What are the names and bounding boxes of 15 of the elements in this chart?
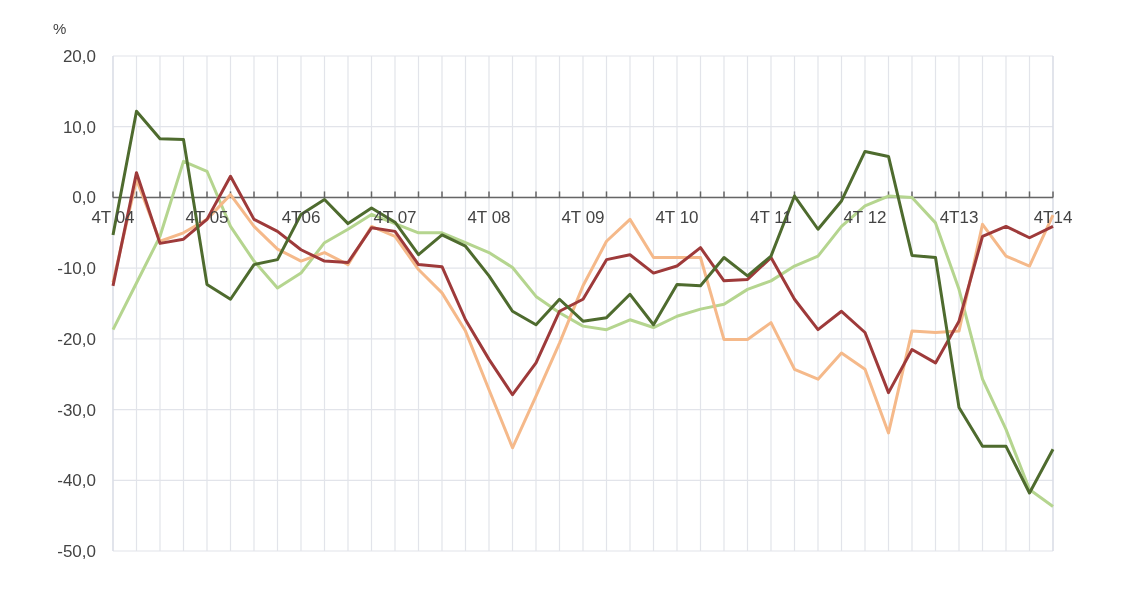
y-axis-title: % xyxy=(53,20,67,37)
y-tick-label: -30,0 xyxy=(57,400,96,420)
y-tick-label: 20,0 xyxy=(62,46,96,66)
x-tick-label: 4T 08 xyxy=(467,208,511,228)
x-tick-label: 4T 10 xyxy=(655,208,699,228)
y-tick-label: -20,0 xyxy=(57,329,96,349)
x-tick-label: 4T14 xyxy=(1033,208,1073,228)
x-tick-label: 4T 09 xyxy=(561,208,605,228)
y-tick-label: 0,0 xyxy=(72,188,96,208)
y-tick-label: -10,0 xyxy=(57,259,96,279)
x-tick-label: 4T13 xyxy=(939,208,979,228)
y-tick-label: -40,0 xyxy=(57,471,96,491)
y-tick-label: 10,0 xyxy=(62,117,96,137)
y-tick-label: -50,0 xyxy=(57,541,96,561)
x-tick-label: 4T 07 xyxy=(373,208,417,228)
